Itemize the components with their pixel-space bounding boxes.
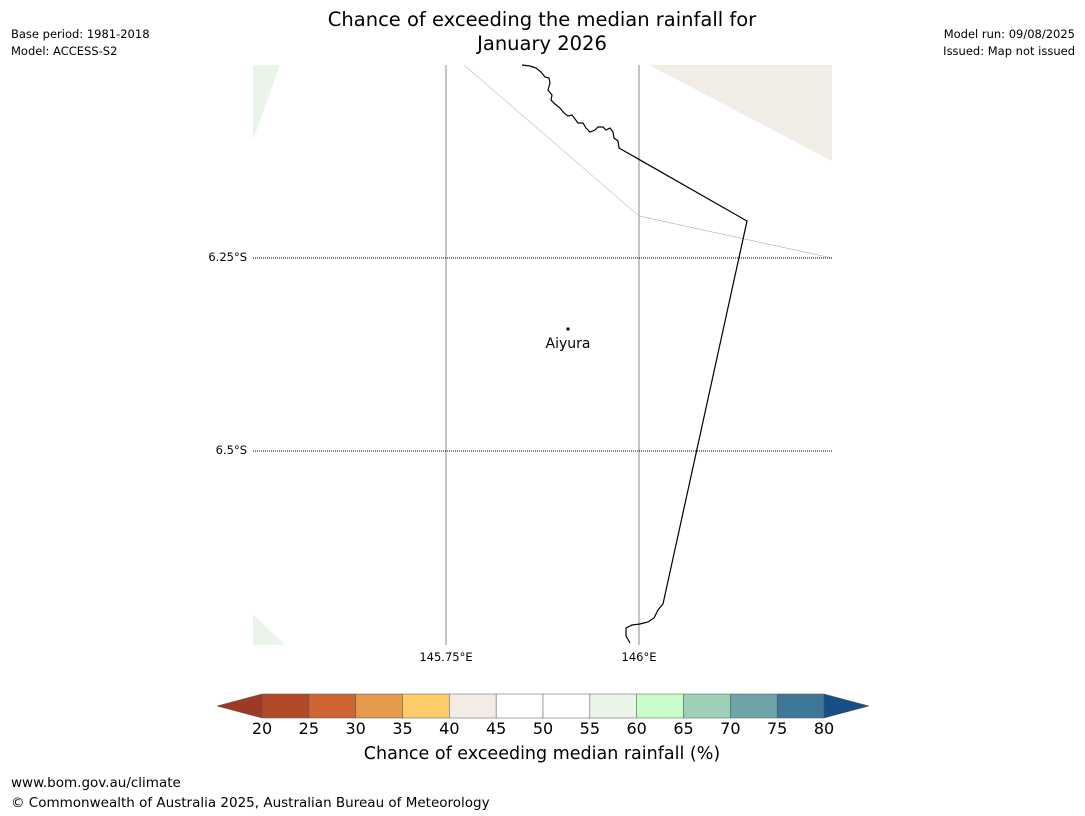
colorbar-tick-label: 60 (626, 719, 647, 738)
coastline (521, 64, 748, 644)
tan-region-top-right (649, 65, 832, 161)
colorbar-segment (495, 693, 544, 719)
meta-right: Model run: 09/08/2025 Issued: Map not is… (943, 26, 1075, 60)
colorbar-tick-label: 40 (439, 719, 460, 738)
map-title-line1: Chance of exceeding the median rainfall … (327, 8, 757, 31)
colorbar-segment (402, 693, 450, 719)
lat-label-6-25: 6.25°S (208, 250, 247, 264)
colorbar-segment (355, 693, 403, 719)
map-title-line2: January 2026 (477, 32, 607, 55)
colorbar-segment (308, 693, 356, 719)
map-title: Chance of exceeding the median rainfall … (242, 8, 842, 56)
green-region-top-left (253, 65, 280, 140)
colorbar-segment (730, 693, 778, 719)
base-period-text: Base period: 1981-2018 (11, 27, 150, 41)
colorbar-tick-label: 55 (579, 719, 600, 738)
colorbar-tick-label: 30 (345, 719, 366, 738)
meta-left: Base period: 1981-2018 Model: ACCESS-S2 (11, 26, 150, 60)
colorbar-tick-label: 35 (392, 719, 413, 738)
footer-copyright: © Commonwealth of Australia 2025, Austra… (11, 795, 490, 811)
lat-label-6-5: 6.5°S (215, 443, 247, 457)
issued-text: Issued: Map not issued (943, 44, 1075, 58)
colorbar-tick-label: 50 (532, 719, 554, 738)
colorbar-segment (776, 693, 825, 719)
colorbar-tick-label: 25 (298, 719, 319, 738)
aiyura-label: Aiyura (545, 336, 591, 352)
aiyura-marker (566, 327, 570, 331)
lon-label-146: 146°E (621, 650, 657, 664)
colorbar-over-arrow (823, 693, 870, 719)
lon-label-145-75: 145.75°E (419, 650, 473, 664)
colorbar-under-arrow (216, 693, 263, 719)
colorbar-title: Chance of exceeding median rainfall (%) (363, 744, 721, 764)
colorbar-segment (449, 693, 497, 719)
colorbar-tick-label: 20 (251, 719, 273, 738)
model-run-text: Model run: 09/08/2025 (943, 27, 1075, 41)
footer-url: www.bom.gov.au/climate (11, 775, 181, 791)
colorbar-segment (683, 693, 731, 719)
colorbar-segment (261, 693, 310, 719)
colorbar-segment (636, 693, 684, 719)
colorbar-tick-label: 45 (485, 719, 507, 738)
colorbar-tick-label: 65 (673, 719, 694, 738)
colorbar (216, 693, 870, 719)
colorbar-segment (542, 693, 591, 719)
model-text: Model: ACCESS-S2 (11, 44, 118, 58)
colorbar-tick-label: 70 (720, 719, 741, 738)
colorbar-segment (589, 693, 637, 719)
green-region-bottom-left (253, 614, 285, 645)
colorbar-tick-label: 75 (766, 719, 788, 738)
colorbar-tick-label: 80 (813, 719, 835, 738)
